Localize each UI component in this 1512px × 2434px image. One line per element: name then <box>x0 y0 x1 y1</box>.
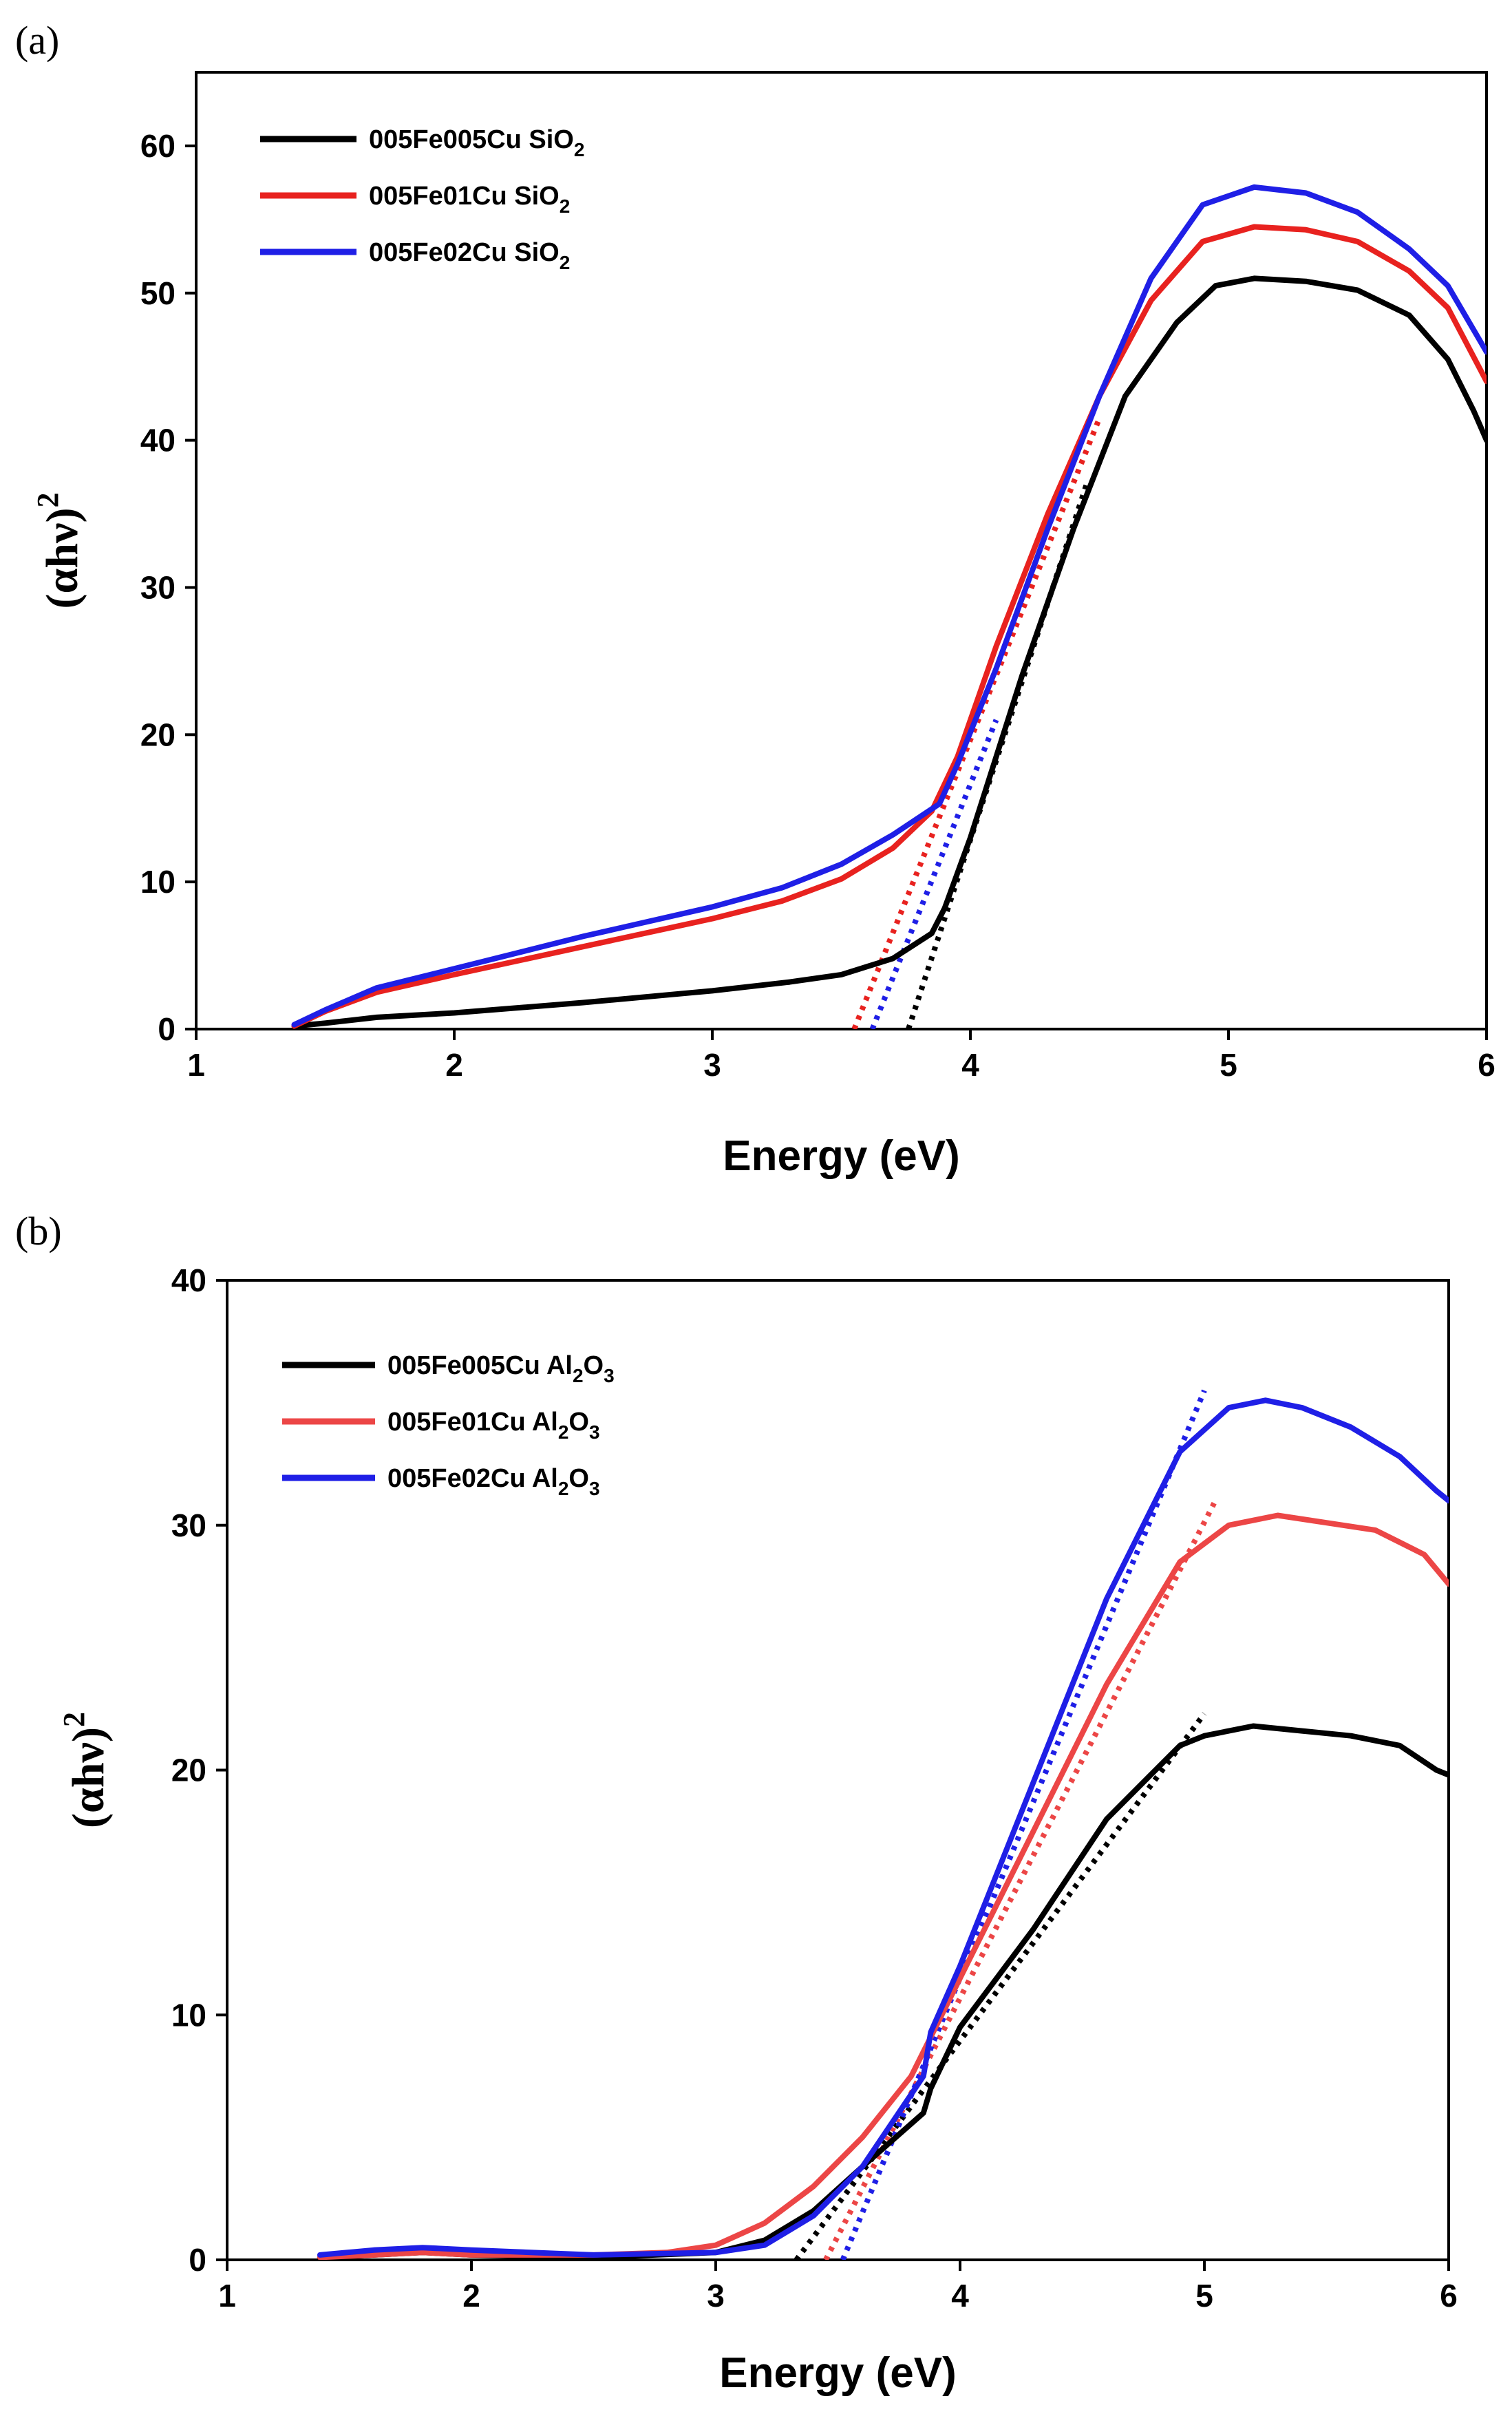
legend-entry-text: O <box>568 1408 589 1437</box>
y-tick-label: 0 <box>189 2242 206 2278</box>
legend-entry-text: 005Fe005Cu Al <box>387 1351 573 1380</box>
y-axis-title: (αhν)2 <box>57 1712 114 1828</box>
legend-entry-text: O <box>568 1464 589 1493</box>
series-line <box>317 1723 1449 2260</box>
legend-entry-text: 005Fe01Cu Al <box>387 1408 558 1437</box>
y-tick-label: 20 <box>140 717 175 752</box>
series-line <box>291 184 1487 1028</box>
y-axis-title-base: (αhν) <box>63 1727 114 1828</box>
series-group <box>291 184 1487 1029</box>
x-tick-label: 1 <box>187 1047 205 1083</box>
x-axis-title: Energy (eV) <box>723 1132 960 1180</box>
fit-line <box>823 1501 1217 2260</box>
x-tick-label: 4 <box>961 1047 979 1083</box>
legend-entry-subscript: 3 <box>589 1421 600 1443</box>
legend-entry: 005Fe01Cu Al2O3 <box>387 1408 600 1443</box>
series-line <box>291 224 1487 1029</box>
legend-entry-subscript: 3 <box>604 1365 615 1386</box>
fit-line <box>794 1712 1207 2260</box>
series-line <box>317 1512 1449 2260</box>
legend-entry-text: 005Fe02Cu Al <box>387 1464 558 1493</box>
legend-entry-subscript: 2 <box>558 1478 569 1499</box>
fit-lines <box>794 1389 1217 2260</box>
legend-entry-subscript: 2 <box>560 252 571 273</box>
x-tick-label: 4 <box>951 2278 969 2314</box>
y-tick-label: 40 <box>140 423 175 458</box>
x-tick-label: 5 <box>1220 1047 1237 1083</box>
y-tick-label: 40 <box>171 1262 206 1298</box>
fit-line <box>869 719 999 1029</box>
plot-frame <box>195 71 1488 1030</box>
panel-label: (a) <box>15 18 59 63</box>
y-tick-label: 60 <box>140 128 175 164</box>
y-tick-label: 50 <box>140 275 175 311</box>
legend-entry-text: 005Fe02Cu SiO <box>369 238 560 267</box>
x-tick-label: 6 <box>1440 2278 1458 2314</box>
x-tick-label: 2 <box>462 2278 480 2314</box>
series-line <box>317 1397 1449 2258</box>
y-axis-title-superscript: 2 <box>31 493 65 508</box>
y-axis-title: (αhν)2 <box>31 493 87 609</box>
fit-line <box>851 417 1103 1029</box>
y-tick-label: 30 <box>140 569 175 605</box>
legend-entry: 005Fe02Cu Al2O3 <box>387 1464 600 1499</box>
y-tick-label: 30 <box>171 1507 206 1543</box>
x-tick-label: 3 <box>703 1047 721 1083</box>
panel-label: (b) <box>15 1209 62 1253</box>
series-group <box>317 1397 1449 2260</box>
legend-entry-text: O <box>584 1351 604 1380</box>
legend-entry: 005Fe005Cu Al2O3 <box>387 1351 615 1386</box>
y-axis-title-base: (αhν) <box>37 508 87 609</box>
legend-entry: 005Fe02Cu SiO2 <box>369 238 570 273</box>
x-tick-label: 2 <box>445 1047 463 1083</box>
legend-entry-subscript: 2 <box>573 1365 584 1386</box>
legend-entry: 005Fe01Cu SiO2 <box>369 182 570 217</box>
x-tick-label: 6 <box>1478 1047 1495 1083</box>
legend-entry-text: 005Fe005Cu SiO <box>369 125 574 154</box>
series-line <box>291 275 1487 1029</box>
legend-entry-subscript: 2 <box>574 139 585 160</box>
x-axis-title: Energy (eV) <box>719 2349 957 2397</box>
y-axis-title-superscript: 2 <box>57 1712 91 1727</box>
legend-entry: 005Fe005Cu SiO2 <box>369 125 584 160</box>
y-tick-label: 20 <box>171 1753 206 1788</box>
y-tick-label: 10 <box>140 864 175 900</box>
x-tick-label: 1 <box>218 2278 236 2314</box>
legend-entry-subscript: 2 <box>560 195 571 217</box>
y-tick-label: 10 <box>171 1997 206 2033</box>
x-tick-label: 5 <box>1195 2278 1213 2314</box>
fit-line <box>840 1389 1207 2260</box>
legend-entry-subscript: 3 <box>589 1478 600 1499</box>
legend-entry-text: 005Fe01Cu SiO <box>369 182 560 211</box>
legend-entry-subscript: 2 <box>558 1421 569 1443</box>
x-tick-label: 3 <box>707 2278 725 2314</box>
y-tick-label: 0 <box>158 1011 175 1047</box>
